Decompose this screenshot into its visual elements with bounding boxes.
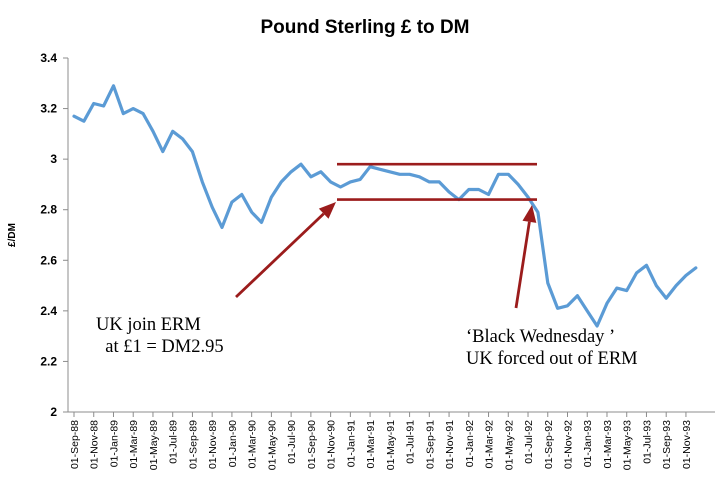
x-tick-label: 01-Nov-88 [89, 420, 101, 469]
y-tick-label: 2.4 [40, 304, 57, 318]
annotations: UK join ERM at £1 = DM2.95 ‘Black Wednesd… [96, 315, 638, 369]
x-tick-label: 01-Mar-90 [247, 420, 259, 469]
x-tick-label: 01-May-91 [385, 420, 397, 470]
x-tick-label: 01-Jan-93 [582, 420, 594, 467]
chart-title: Pound Sterling £ to DM [261, 17, 470, 38]
x-tick-label: 01-Jan-91 [345, 420, 357, 467]
annotation-text: at £1 = DM2.95 [96, 337, 224, 357]
x-tick-label: 01-Jan-92 [464, 420, 476, 467]
y-tick-label: 2 [50, 405, 57, 419]
x-tick-label: 01-Sep-91 [424, 420, 436, 469]
annotation-text: UK join ERM [96, 315, 201, 335]
x-tick-label: 01-Jul-89 [168, 420, 180, 464]
x-tick-label: 01-May-89 [148, 420, 160, 470]
y-tick-label: 3.2 [40, 102, 57, 116]
x-tick-label: 01-Sep-90 [306, 420, 318, 469]
arrow-head [522, 205, 537, 223]
x-tick-label: 01-Nov-91 [444, 420, 456, 469]
x-tick-label: 01-Jan-90 [227, 420, 239, 467]
x-tick-label: 01-May-93 [622, 420, 634, 470]
arrow-head [318, 202, 336, 219]
y-axis-label: £/DM [7, 223, 18, 247]
x-tick-label: 01-May-92 [503, 420, 515, 470]
y-tick-label: 2.8 [40, 203, 57, 217]
arrow-shaft [514, 221, 531, 309]
annotation-arrows [235, 202, 537, 309]
x-tick-label: 01-Sep-92 [543, 420, 555, 469]
x-tick-label: 01-Mar-93 [602, 420, 614, 469]
arrow-shaft [235, 212, 325, 299]
x-tick-label: 01-Nov-90 [326, 420, 338, 469]
reference-lines [337, 162, 537, 201]
x-tick-label: 01-Jul-91 [405, 420, 417, 464]
x-tick-label: 01-Sep-88 [69, 420, 81, 469]
y-axis-ticks: 2 2.2 2.4 2.6 2.8 3 3.2 3.4 [40, 51, 68, 419]
y-tick-label: 3 [50, 152, 57, 166]
x-tick-label: 01-Nov-93 [681, 420, 693, 469]
x-tick-label: 01-Nov-89 [207, 420, 219, 469]
x-tick-label: 01-Jul-93 [641, 420, 653, 464]
x-tick-label: 01-Jul-90 [286, 420, 298, 464]
x-tick-label: 01-Sep-89 [187, 420, 199, 469]
x-tick-label: 01-Sep-93 [661, 420, 673, 469]
x-tick-label: 01-May-90 [266, 420, 278, 470]
y-tick-label: 3.4 [40, 51, 57, 65]
x-tick-label: 01-Nov-92 [563, 420, 575, 469]
x-tick-label: 01-Mar-92 [484, 420, 496, 469]
y-tick-label: 2.6 [40, 253, 57, 267]
series-line [72, 84, 698, 328]
series-group [72, 84, 698, 328]
x-tick-label: 01-Mar-91 [365, 420, 377, 469]
annotation-text: UK forced out of ERM [466, 349, 638, 369]
annotation-text: ‘Black Wednesday ’ [466, 327, 615, 347]
x-axis-ticks: 01-Sep-88 01-Nov-88 01-Jan-89 01-Mar-89 01-M… [69, 412, 693, 470]
x-tick-label: 01-Mar-89 [128, 420, 140, 469]
x-tick-label: 01-Jul-92 [523, 420, 535, 464]
x-tick-label: 01-Jan-89 [108, 420, 120, 467]
y-tick-label: 2.2 [40, 354, 57, 368]
